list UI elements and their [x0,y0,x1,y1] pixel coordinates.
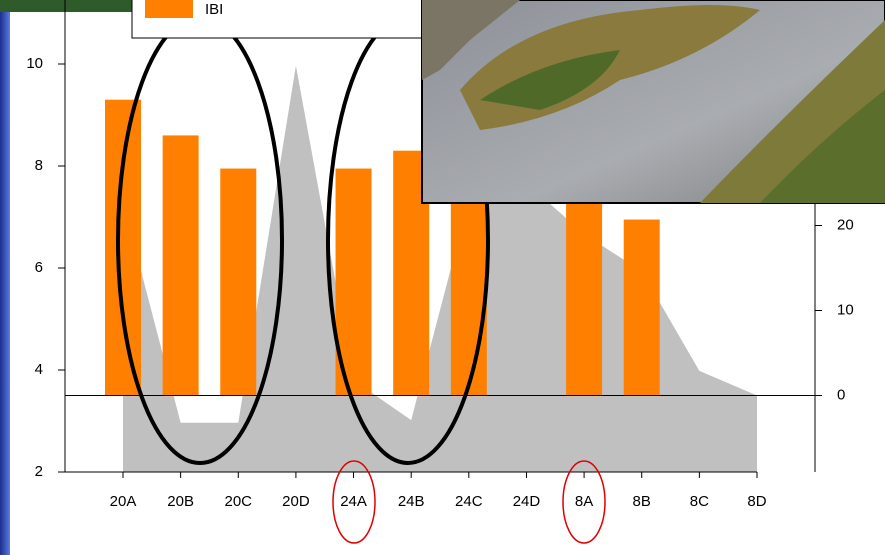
y-tick-label: 6 [35,259,43,276]
x-tick-label: 24C [455,493,483,510]
x-tick-label: 8D [747,493,766,510]
x-tick-label: 8A [575,493,593,510]
bar [163,135,199,395]
x-tick-label: 24D [513,493,541,510]
x-tick-label: 8C [690,493,709,510]
bar [624,220,660,396]
chart: 2 4 6 8 10 0 10 20 20A 20B 20C 20D 24A 24B 24C 24D 8A 8B 8… [0,0,885,555]
x-tick-label: 24B [398,493,425,510]
highlight-ellipse [118,17,282,463]
page: {"chart_data": {"type": "bar", "categori… [0,0,885,555]
legend-swatch [145,0,193,18]
x-tick-label: 20B [167,493,194,510]
bar [105,100,141,396]
bar [220,169,256,396]
y-tick-label: 4 [35,361,43,378]
y2-tick-label: 20 [837,216,854,233]
legend-label: IBI [205,1,223,18]
legend: IBI [132,0,432,38]
x-tick-label: 20C [225,493,253,510]
x-tick-label: 24A [340,493,367,510]
x-tick-label: 20A [110,493,137,510]
y2-tick-label: 10 [837,301,854,318]
x-tick-label: 8B [633,493,651,510]
y-tick-label: 8 [35,157,43,174]
y-tick-label: 10 [26,55,43,72]
photo [422,0,885,203]
x-tick-label: 20D [282,493,310,510]
slide-strip [0,0,10,555]
y2-tick-label: 0 [837,386,845,403]
y-tick-label: 2 [35,463,43,480]
